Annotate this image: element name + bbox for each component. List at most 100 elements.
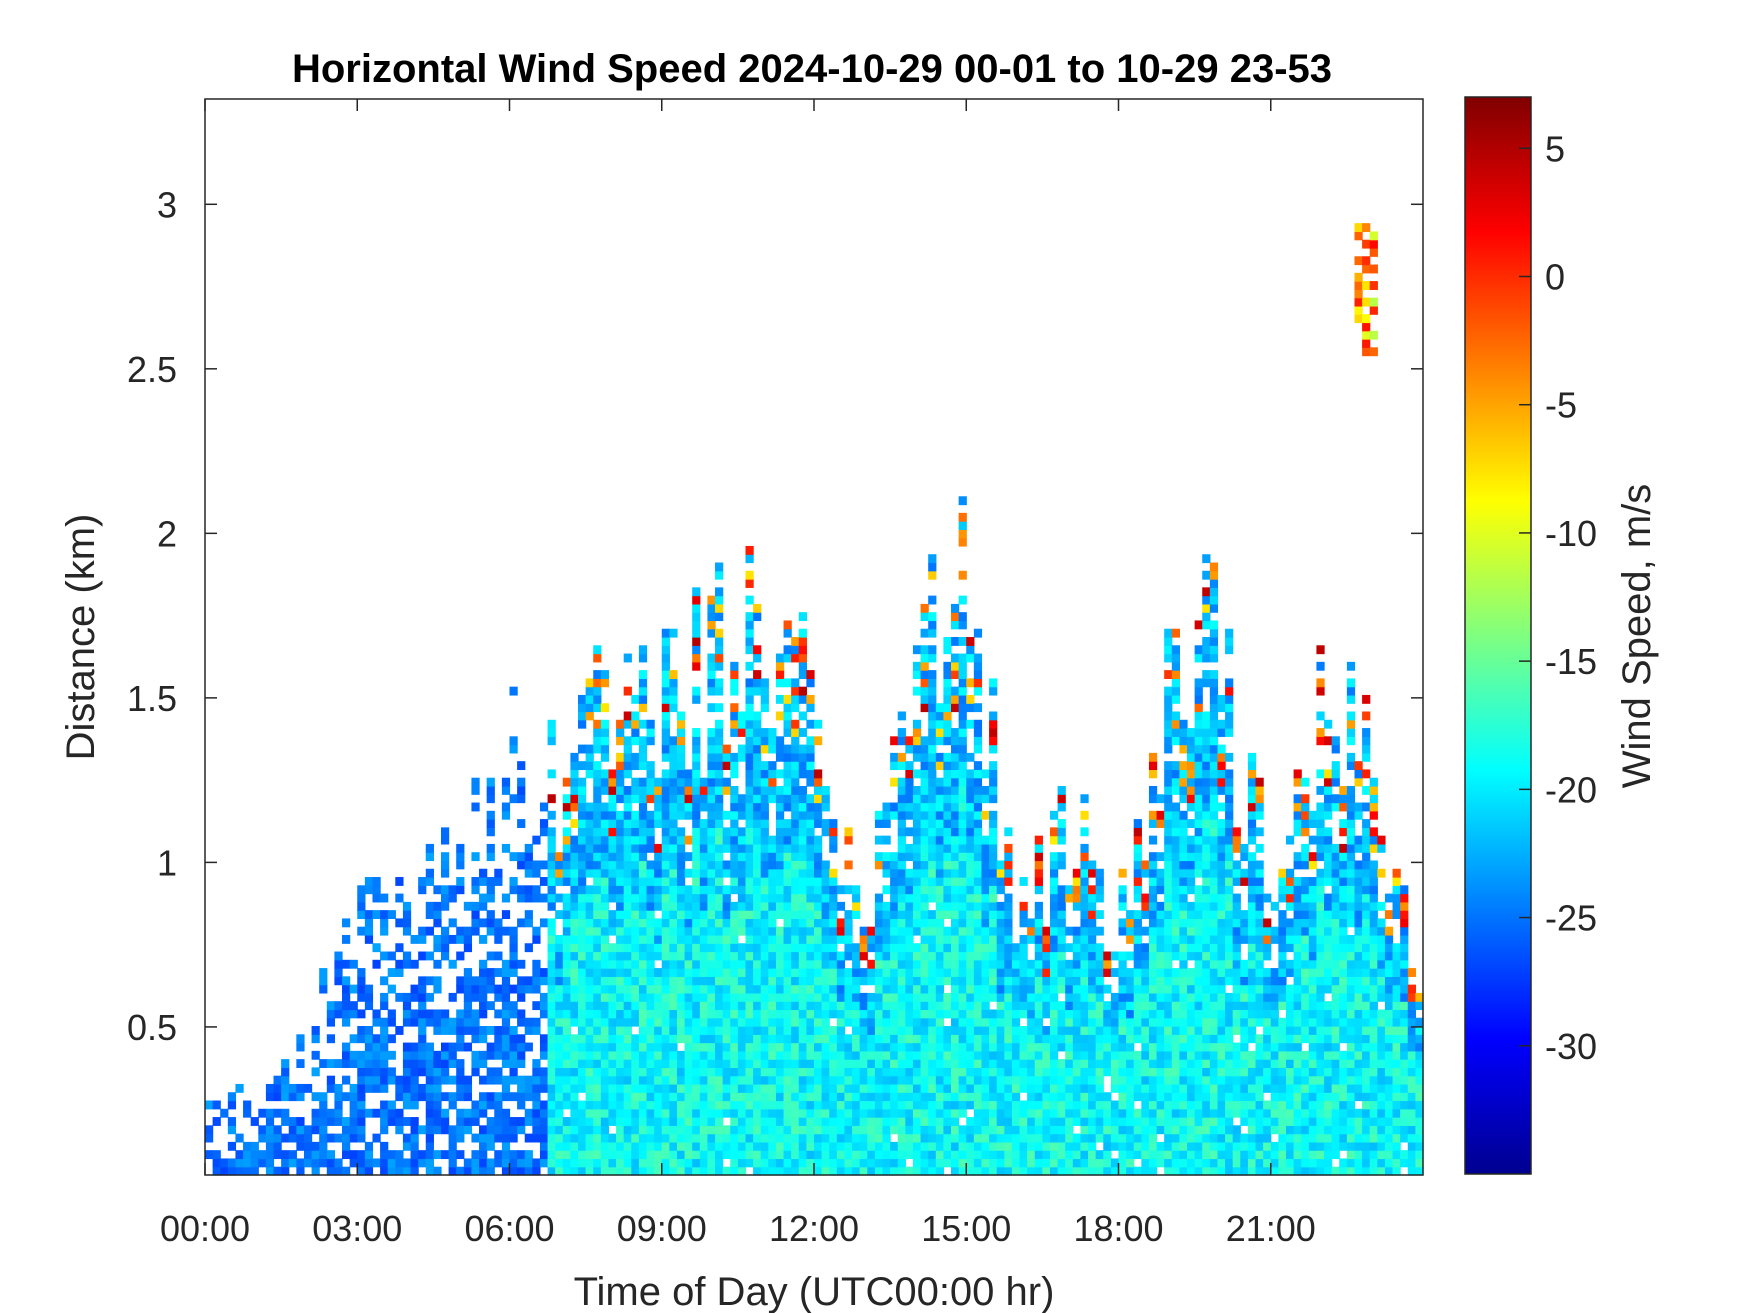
heatmap-cell <box>852 951 861 961</box>
heatmap-cell <box>1118 976 1127 986</box>
heatmap-cell <box>958 1050 967 1060</box>
heatmap-cell <box>821 1034 830 1044</box>
heatmap-cell <box>852 968 861 977</box>
heatmap-cell <box>646 810 655 820</box>
heatmap-cell <box>631 1125 640 1135</box>
heatmap-cell <box>631 719 640 729</box>
heatmap-cell <box>684 1100 693 1110</box>
heatmap-cell <box>692 1075 701 1085</box>
heatmap-cell <box>555 1100 564 1110</box>
heatmap-cell <box>395 943 404 953</box>
heatmap-cell <box>768 835 777 845</box>
heatmap-cell <box>539 1042 549 1052</box>
heatmap-cell <box>722 843 731 853</box>
heatmap-cell <box>547 860 556 870</box>
heatmap-cell <box>676 752 686 762</box>
heatmap-cell <box>897 976 906 986</box>
heatmap-cell <box>715 794 724 804</box>
heatmap-cell <box>1148 794 1158 804</box>
heatmap-cell <box>692 843 701 853</box>
heatmap-cell <box>715 835 724 845</box>
heatmap-cell <box>1164 1150 1173 1160</box>
heatmap-cell <box>989 794 998 804</box>
heatmap-cell <box>562 1001 571 1011</box>
heatmap-cell <box>410 1092 419 1102</box>
heatmap-cell <box>593 1125 602 1135</box>
heatmap-cell <box>471 976 480 986</box>
heatmap-cell <box>1148 901 1158 911</box>
heatmap-cell <box>631 777 640 787</box>
heatmap-cell <box>646 1042 655 1052</box>
heatmap-cell <box>654 1067 663 1077</box>
heatmap-cell <box>1126 1166 1135 1176</box>
heatmap-cell <box>265 1083 275 1093</box>
heatmap-cell <box>874 1100 884 1110</box>
heatmap-cell <box>326 1034 336 1044</box>
heatmap-cell <box>798 637 807 646</box>
heatmap-cell <box>753 835 762 845</box>
heatmap-cell <box>1179 918 1188 928</box>
heatmap-cell <box>958 1075 967 1085</box>
heatmap-cell <box>920 653 929 663</box>
heatmap-cell <box>669 1158 678 1168</box>
heatmap-cell <box>989 1067 998 1077</box>
heatmap-cell <box>578 1141 587 1151</box>
heatmap-cell <box>981 1083 990 1093</box>
heatmap-cell <box>364 1050 374 1060</box>
heatmap-cell <box>821 1050 830 1060</box>
heatmap-cell <box>600 810 610 820</box>
heatmap-cell <box>722 976 731 986</box>
heatmap-cell <box>661 1042 670 1052</box>
heatmap-cell <box>593 769 602 779</box>
heatmap-cell <box>981 1075 990 1085</box>
heatmap-cell <box>730 1009 739 1019</box>
heatmap-cell <box>1194 868 1203 878</box>
heatmap-cell <box>1080 992 1089 1002</box>
heatmap-cell <box>951 810 960 820</box>
heatmap-cell <box>958 852 967 862</box>
heatmap-cell <box>775 736 785 746</box>
heatmap-cell <box>912 868 922 878</box>
heatmap-cell <box>829 1034 838 1044</box>
heatmap-cell <box>821 934 830 944</box>
heatmap-cell <box>509 1166 518 1176</box>
heatmap-cell <box>532 1017 541 1027</box>
heatmap-cell <box>1004 984 1013 994</box>
heatmap-cell <box>973 860 983 870</box>
heatmap-cell <box>981 1042 990 1052</box>
heatmap-cell <box>829 1001 838 1011</box>
heatmap-cell <box>1080 1042 1089 1052</box>
heatmap-cell <box>631 827 640 837</box>
heatmap-cell <box>1118 951 1127 961</box>
heatmap-cell <box>1057 1141 1066 1151</box>
heatmap-cell <box>852 901 861 911</box>
heatmap-cell <box>661 637 670 646</box>
heatmap-cell <box>456 984 465 994</box>
heatmap-cell <box>958 1108 967 1118</box>
heatmap-cell <box>806 968 815 977</box>
heatmap-cell <box>699 951 709 961</box>
heatmap-cell <box>692 612 701 622</box>
heatmap-cell <box>585 1117 594 1126</box>
heatmap-cell <box>1126 1083 1135 1093</box>
heatmap-cell <box>935 1150 945 1160</box>
heatmap-cell <box>753 860 762 870</box>
heatmap-cell <box>1049 860 1059 870</box>
heatmap-cell <box>1133 1150 1142 1160</box>
heatmap-cell <box>623 719 632 729</box>
heatmap-cell <box>676 868 686 878</box>
heatmap-cell <box>517 1092 526 1102</box>
heatmap-cell <box>753 984 762 994</box>
heatmap-cell <box>631 794 640 804</box>
heatmap-cell <box>661 736 670 746</box>
heatmap-cell <box>1118 1133 1127 1143</box>
heatmap-cell <box>814 860 823 870</box>
heatmap-cell <box>958 1017 967 1027</box>
heatmap-cell <box>1110 1075 1120 1085</box>
heatmap-cell <box>1164 1108 1173 1118</box>
heatmap-cell <box>547 918 556 928</box>
heatmap-cell <box>387 1158 396 1168</box>
heatmap-cell <box>593 744 602 754</box>
heatmap-cell <box>486 852 495 862</box>
heatmap-cell <box>212 1100 221 1110</box>
